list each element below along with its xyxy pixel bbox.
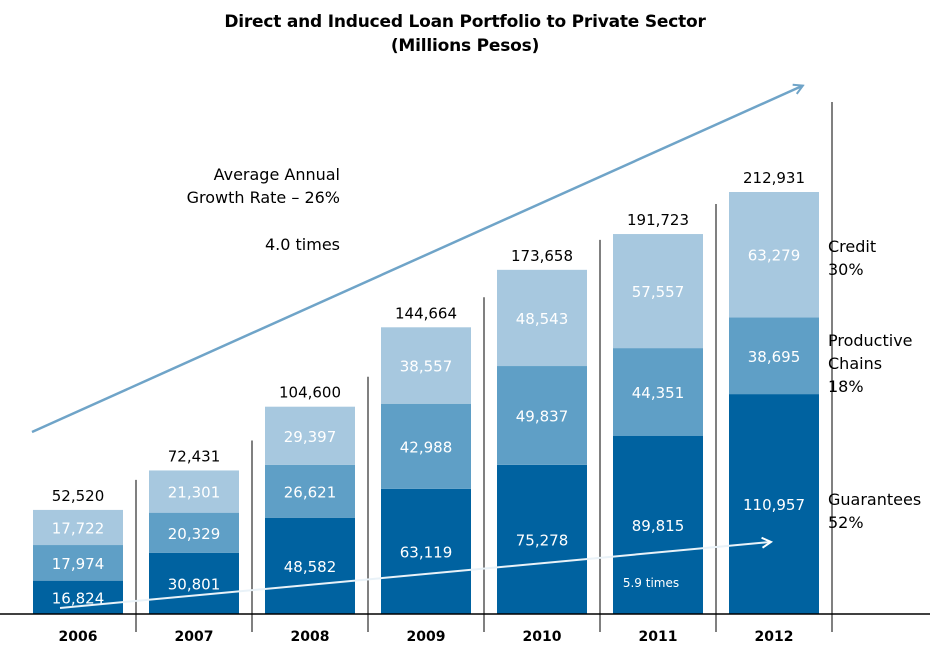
bar-guarantees-2009 bbox=[381, 488, 471, 614]
value-label-credit-2008: 29,397 bbox=[284, 428, 337, 446]
legend-guarantees-share: 52% bbox=[828, 513, 864, 532]
legend-credit-label: Credit bbox=[828, 237, 876, 256]
value-label-credit-2011: 57,557 bbox=[632, 283, 685, 301]
chart-subtitle: (Millions Pesos) bbox=[390, 36, 540, 56]
value-label-guarantees-2010: 75,278 bbox=[516, 531, 569, 549]
times-total-label: 4.0 times bbox=[265, 235, 340, 254]
growth-arrow bbox=[31, 86, 802, 434]
value-label-productive-chains-2010: 49,837 bbox=[516, 407, 569, 425]
value-label-guarantees-2008: 48,582 bbox=[284, 558, 337, 576]
x-tick-labels: 2006 2007 2008 2009 2010 2011 2012 bbox=[59, 629, 794, 645]
value-label-productive-chains-2012: 38,695 bbox=[748, 348, 801, 366]
value-label-guarantees-2006: 16,824 bbox=[52, 589, 105, 607]
legend-chains-label: Chains bbox=[828, 354, 882, 373]
bar-guarantees-2010 bbox=[497, 464, 587, 614]
bar-guarantees-2012 bbox=[729, 394, 819, 614]
growth-rate-label-line1: Average Annual bbox=[214, 165, 340, 184]
bar-guarantees-2008 bbox=[265, 517, 355, 614]
guarantees-growth-arrow bbox=[59, 542, 770, 609]
x-tick-label-2011: 2011 bbox=[639, 629, 678, 645]
value-label-productive-chains-2011: 44,351 bbox=[632, 384, 685, 402]
total-label-2012: 212,931 bbox=[743, 169, 805, 187]
bar-productive-chains-2007 bbox=[149, 512, 239, 553]
chart-title: Direct and Induced Loan Portfolio to Pri… bbox=[224, 12, 706, 32]
value-label-credit-2012: 63,279 bbox=[748, 247, 801, 265]
bar-credit-2009 bbox=[381, 327, 471, 404]
bar-productive-chains-2008 bbox=[265, 464, 355, 518]
bar-credit-2011 bbox=[613, 234, 703, 349]
x-tick-label-2008: 2008 bbox=[291, 629, 330, 645]
bar-guarantees-2011 bbox=[613, 435, 703, 614]
total-label-2007: 72,431 bbox=[168, 447, 221, 465]
total-label-2010: 173,658 bbox=[511, 247, 573, 265]
bar-productive-chains-2011 bbox=[613, 348, 703, 436]
value-label-productive-chains-2008: 26,621 bbox=[284, 483, 337, 501]
legend-guarantees-label: Guarantees bbox=[828, 490, 921, 509]
total-label-2011: 191,723 bbox=[627, 211, 689, 229]
value-label-credit-2006: 17,722 bbox=[52, 519, 105, 537]
bar-credit-2006 bbox=[33, 509, 123, 546]
growth-rate-label-line2: Growth Rate – 26% bbox=[187, 188, 340, 207]
legend-credit-share: 30% bbox=[828, 260, 864, 279]
bar-guarantees-2006 bbox=[33, 580, 123, 614]
value-label-guarantees-2011: 89,815 bbox=[632, 517, 685, 535]
value-label-credit-2007: 21,301 bbox=[168, 484, 221, 502]
total-label-2006: 52,520 bbox=[52, 487, 105, 505]
legend: Credit 30% Productive Chains 18% Guarant… bbox=[828, 237, 921, 532]
value-label-guarantees-2007: 30,801 bbox=[168, 575, 221, 593]
legend-productive-label: Productive bbox=[828, 331, 913, 350]
bar-guarantees-2007 bbox=[149, 552, 239, 614]
value-label-productive-chains-2009: 42,988 bbox=[400, 438, 453, 456]
x-tick-label-2009: 2009 bbox=[407, 629, 446, 645]
bar-credit-2010 bbox=[497, 269, 587, 367]
value-label-credit-2010: 48,543 bbox=[516, 310, 569, 328]
x-tick-label-2010: 2010 bbox=[523, 629, 562, 645]
legend-productive-share: 18% bbox=[828, 377, 864, 396]
times-guarantees-label: 5.9 times bbox=[623, 576, 679, 590]
dividers-layer bbox=[135, 102, 833, 632]
bar-productive-chains-2012 bbox=[729, 317, 819, 395]
bar-credit-2007 bbox=[149, 470, 239, 513]
bars-layer: 16,824 17,974 17,722 30,801 20,329 21,301 48,5… bbox=[33, 192, 819, 614]
bar-productive-chains-2009 bbox=[381, 403, 471, 489]
x-tick-label-2006: 2006 bbox=[59, 629, 98, 645]
bar-productive-chains-2010 bbox=[497, 366, 587, 465]
total-label-2008: 104,600 bbox=[279, 384, 341, 402]
bar-credit-2012 bbox=[729, 192, 819, 318]
value-label-guarantees-2012: 110,957 bbox=[743, 496, 805, 514]
value-label-productive-chains-2006: 17,974 bbox=[52, 555, 105, 573]
x-tick-label-2007: 2007 bbox=[175, 629, 214, 645]
x-tick-label-2012: 2012 bbox=[755, 629, 794, 645]
total-label-2009: 144,664 bbox=[395, 304, 457, 322]
value-label-productive-chains-2007: 20,329 bbox=[168, 525, 221, 543]
bar-credit-2008 bbox=[265, 406, 355, 465]
total-labels: 52,520 72,431 104,600 144,664 173,658 191,723… bbox=[52, 169, 805, 505]
bar-productive-chains-2006 bbox=[33, 545, 123, 581]
value-label-guarantees-2009: 63,119 bbox=[400, 543, 453, 561]
value-label-credit-2009: 38,557 bbox=[400, 358, 453, 376]
